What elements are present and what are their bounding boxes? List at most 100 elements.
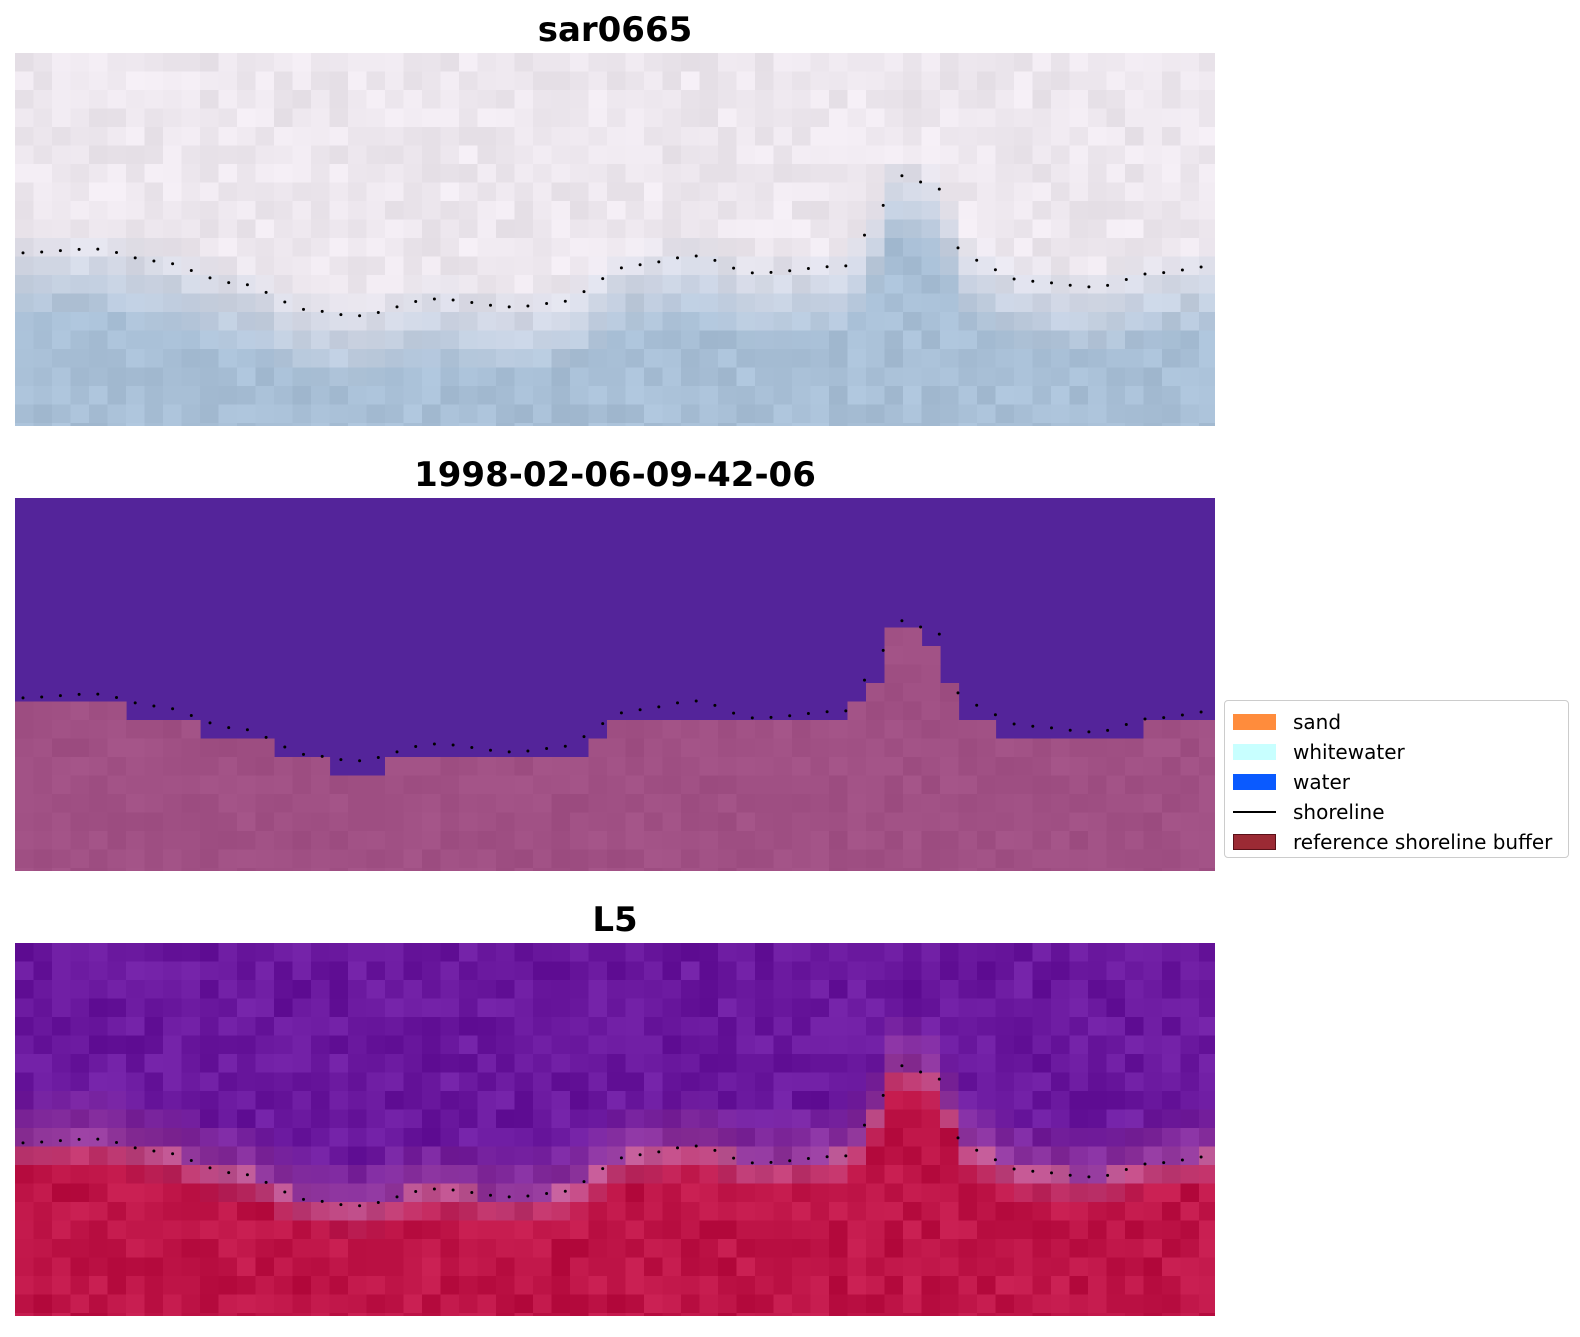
- index-pixel: [144, 980, 164, 1000]
- pixel: [163, 182, 183, 202]
- pixel: [126, 349, 146, 369]
- index-pixel: [810, 1294, 830, 1314]
- index-pixel: [274, 1165, 294, 1185]
- index-pixel: [348, 1239, 368, 1259]
- pixel: [477, 71, 497, 91]
- class-lower-pixel: [440, 868, 460, 871]
- class-lower-pixel: [366, 868, 386, 871]
- pixel: [884, 349, 904, 369]
- index-pixel: [52, 1091, 72, 1111]
- index-pixel: [107, 980, 127, 1000]
- index-pixel: [477, 1146, 497, 1166]
- index-pixel: [551, 1035, 571, 1055]
- index-pixel: [755, 1220, 775, 1240]
- class-lower-pixel: [533, 831, 553, 851]
- index-pixel: [348, 980, 368, 1000]
- index-pixel: [792, 1276, 812, 1296]
- index-pixel: [755, 1202, 775, 1222]
- pixel: [403, 201, 423, 221]
- index-pixel: [126, 1220, 146, 1240]
- shoreline-dots: [21, 1064, 1203, 1208]
- index-pixel: [200, 961, 220, 981]
- pixel: [255, 219, 275, 239]
- index-pixel: [829, 1091, 849, 1111]
- class-lower-pixel: [1125, 757, 1145, 777]
- pixel: [1051, 53, 1071, 73]
- pixel: [459, 145, 479, 165]
- class-lower-pixel: [70, 812, 90, 832]
- shoreline-point: [769, 270, 773, 274]
- index-pixel: [255, 961, 275, 981]
- class-lower-pixel: [884, 738, 904, 758]
- pixel: [847, 127, 867, 147]
- pixel: [903, 164, 923, 184]
- index-pixel: [126, 1165, 146, 1185]
- index-pixel: [89, 1091, 109, 1111]
- pixel: [255, 90, 275, 110]
- index-pixel: [126, 943, 146, 963]
- index-pixel: [958, 1239, 978, 1259]
- index-pixel: [422, 1146, 442, 1166]
- pixel: [718, 127, 738, 147]
- shoreline-point: [208, 1166, 212, 1170]
- index-pixel: [255, 1109, 275, 1129]
- class-lower-pixel: [662, 738, 682, 758]
- index-pixel: [773, 1313, 793, 1316]
- pixel: [15, 275, 35, 295]
- index-pixel: [329, 1183, 349, 1203]
- class-lower-pixel: [52, 775, 72, 795]
- pixel: [995, 312, 1015, 332]
- pixel: [588, 367, 608, 387]
- index-pixel: [884, 1202, 904, 1222]
- pixel: [570, 386, 590, 406]
- shoreline-point: [432, 1187, 436, 1191]
- pixel: [237, 312, 257, 332]
- pixel: [1088, 423, 1108, 426]
- pixel: [551, 330, 571, 350]
- index-pixel: [89, 1239, 109, 1259]
- pixel: [181, 423, 201, 426]
- class-lower-pixel: [866, 849, 886, 869]
- index-pixel: [422, 980, 442, 1000]
- class-lower-pixel: [792, 812, 812, 832]
- pixel: [459, 349, 479, 369]
- class-lower-pixel: [570, 831, 590, 851]
- pixel: [144, 256, 164, 276]
- index-pixel: [218, 1202, 238, 1222]
- pixel: [348, 108, 368, 128]
- index-pixel: [1014, 1220, 1034, 1240]
- class-lower-pixel: [422, 775, 442, 795]
- class-lower-pixel: [699, 868, 719, 871]
- pixel: [70, 71, 90, 91]
- pixel: [403, 367, 423, 387]
- pixel: [52, 386, 72, 406]
- index-pixel: [144, 961, 164, 981]
- index-pixel: [200, 1202, 220, 1222]
- index-pixel: [810, 1239, 830, 1259]
- index-pixel: [884, 1276, 904, 1296]
- pixel: [1143, 182, 1163, 202]
- pixel: [1106, 90, 1126, 110]
- class-lower-pixel: [977, 868, 997, 871]
- pixel: [903, 108, 923, 128]
- index-pixel: [847, 1146, 867, 1166]
- index-pixel: [681, 980, 701, 1000]
- index-pixel: [810, 1183, 830, 1203]
- pixel: [292, 127, 312, 147]
- class-lower-pixel: [89, 720, 109, 740]
- class-lower-pixel: [958, 831, 978, 851]
- index-pixel: [1199, 1035, 1215, 1055]
- pixel: [958, 349, 978, 369]
- pixel: [1051, 404, 1071, 424]
- pixel: [514, 256, 534, 276]
- index-pixel: [644, 1017, 664, 1037]
- pixel: [52, 53, 72, 73]
- pixel: [1014, 275, 1034, 295]
- class-lower-pixel: [644, 831, 664, 851]
- class-lower-pixel: [255, 794, 275, 814]
- index-pixel: [477, 1054, 497, 1074]
- index-pixel: [1162, 1257, 1182, 1277]
- shoreline-point: [919, 180, 923, 184]
- pixel: [126, 90, 146, 110]
- index-pixel: [1069, 1257, 1089, 1277]
